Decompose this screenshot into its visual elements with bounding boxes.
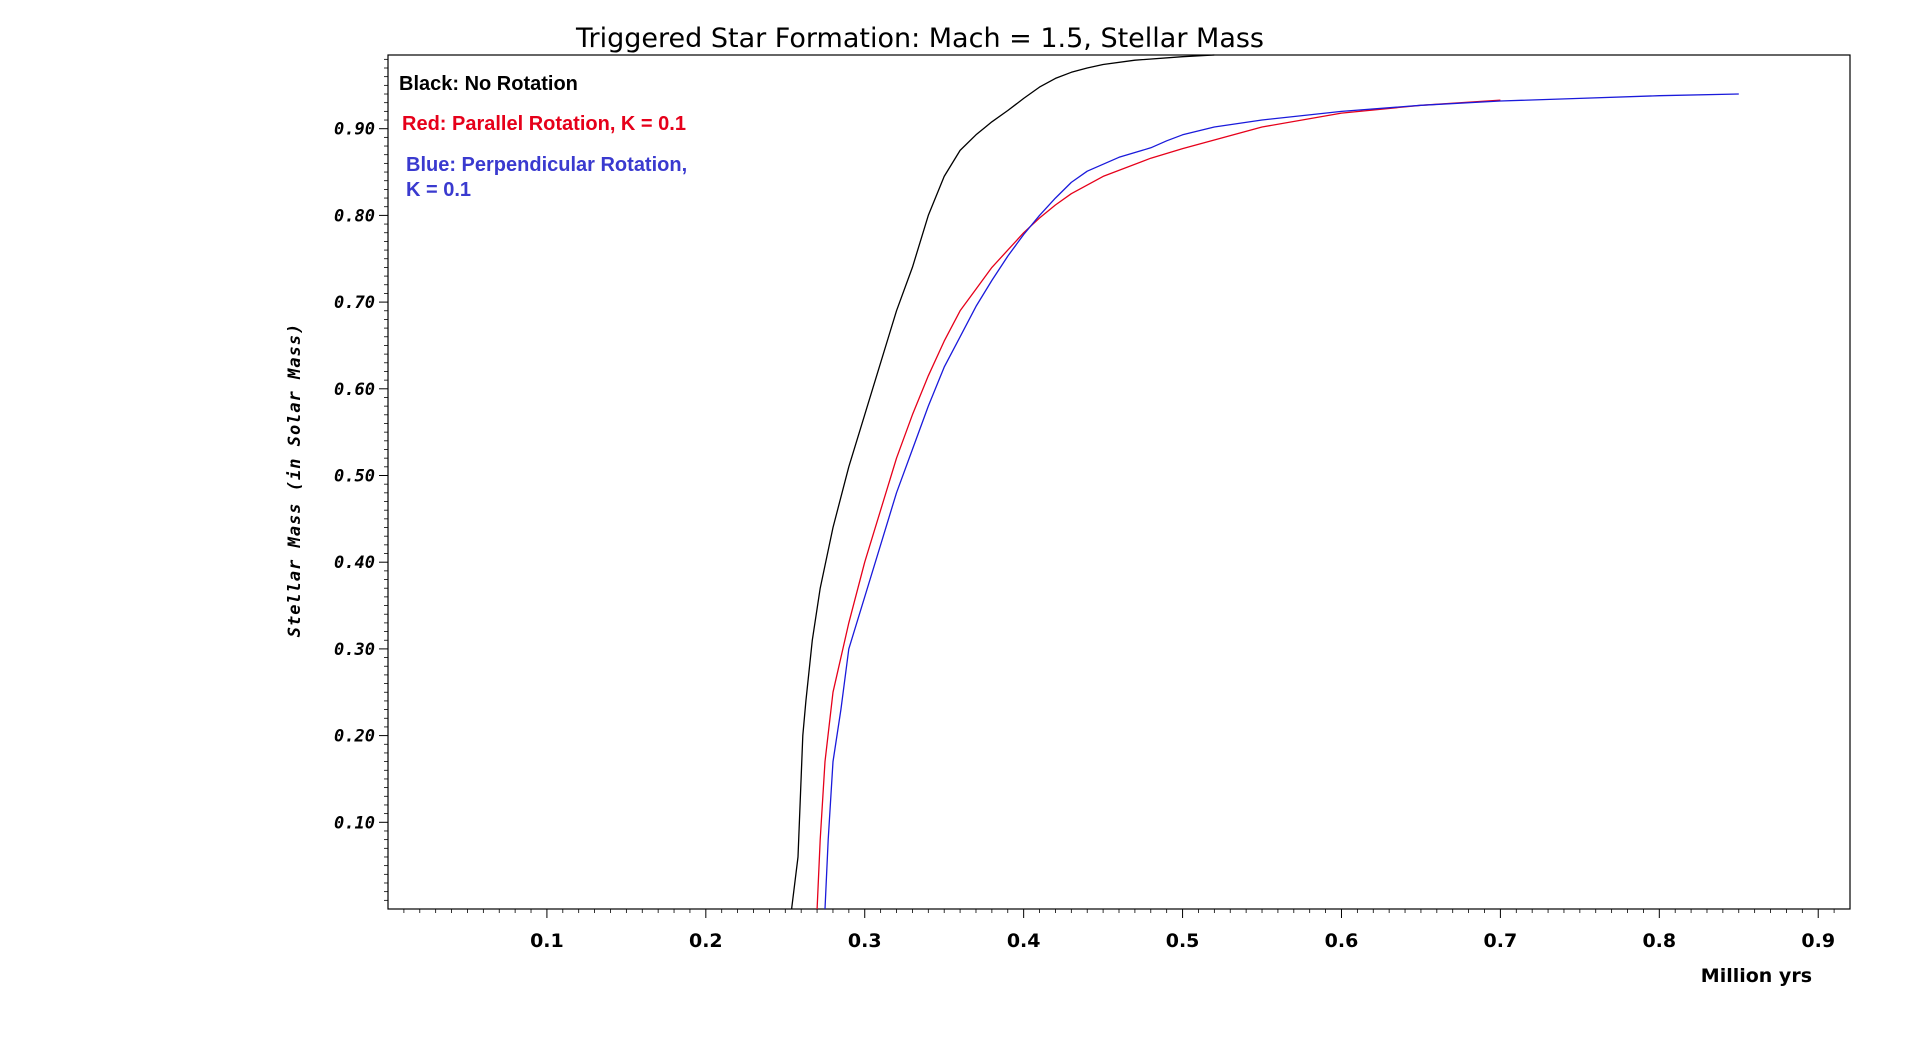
series-line-red — [816, 99, 1501, 910]
plot-frame — [387, 54, 1851, 910]
x-tick-label: 0.9 — [1801, 930, 1835, 952]
y-tick-label: 0.80 — [334, 206, 375, 226]
x-axis: 0.1 0.2 0.3 0.4 0.5 0.6 0.7 0.8 0.9 — [403, 909, 1835, 952]
x-axis-label: Million yrs — [1701, 965, 1812, 987]
y-tick-label: 0.30 — [334, 640, 375, 660]
x-tick-label: 0.4 — [1007, 930, 1041, 952]
y-tick-label: 0.10 — [334, 813, 375, 833]
x-tick-label: 0.8 — [1642, 930, 1676, 952]
chart-title: Triggered Star Formation: Mach = 1.5, St… — [575, 23, 1264, 54]
legend-entry-black: Black: No Rotation — [399, 73, 578, 95]
y-axis-label: Stellar Mass (in Solar Mass) — [285, 323, 305, 638]
legend-entry-red: Red: Parallel Rotation, K = 0.1 — [402, 113, 686, 135]
series-layer — [790, 54, 1739, 910]
y-tick-label: 0.50 — [334, 466, 375, 486]
y-tick-label: 0.90 — [334, 120, 375, 140]
x-tick-label: 0.2 — [689, 930, 723, 952]
legend-entry-blue-cont: K = 0.1 — [406, 179, 471, 201]
y-tick-label: 0.40 — [334, 553, 375, 573]
legend-entry-blue: Blue: Perpendicular Rotation, — [406, 154, 687, 176]
y-tick-label: 0.70 — [334, 293, 375, 313]
y-tick-label: 0.60 — [334, 380, 375, 400]
x-tick-label: 0.1 — [530, 930, 564, 952]
x-tick-label: 0.5 — [1166, 930, 1200, 952]
y-axis: 0.10 0.20 0.30 0.40 0.50 0.60 0.70 0.80 0.90 — [334, 58, 388, 901]
x-tick-label: 0.7 — [1484, 930, 1518, 952]
x-tick-label: 0.3 — [848, 930, 882, 952]
series-line-blue — [824, 93, 1739, 910]
legend: Black: No Rotation Red: Parallel Rotatio… — [399, 73, 687, 201]
x-tick-label: 0.6 — [1325, 930, 1359, 952]
series-line-black — [790, 54, 1215, 910]
y-tick-label: 0.20 — [334, 727, 375, 747]
